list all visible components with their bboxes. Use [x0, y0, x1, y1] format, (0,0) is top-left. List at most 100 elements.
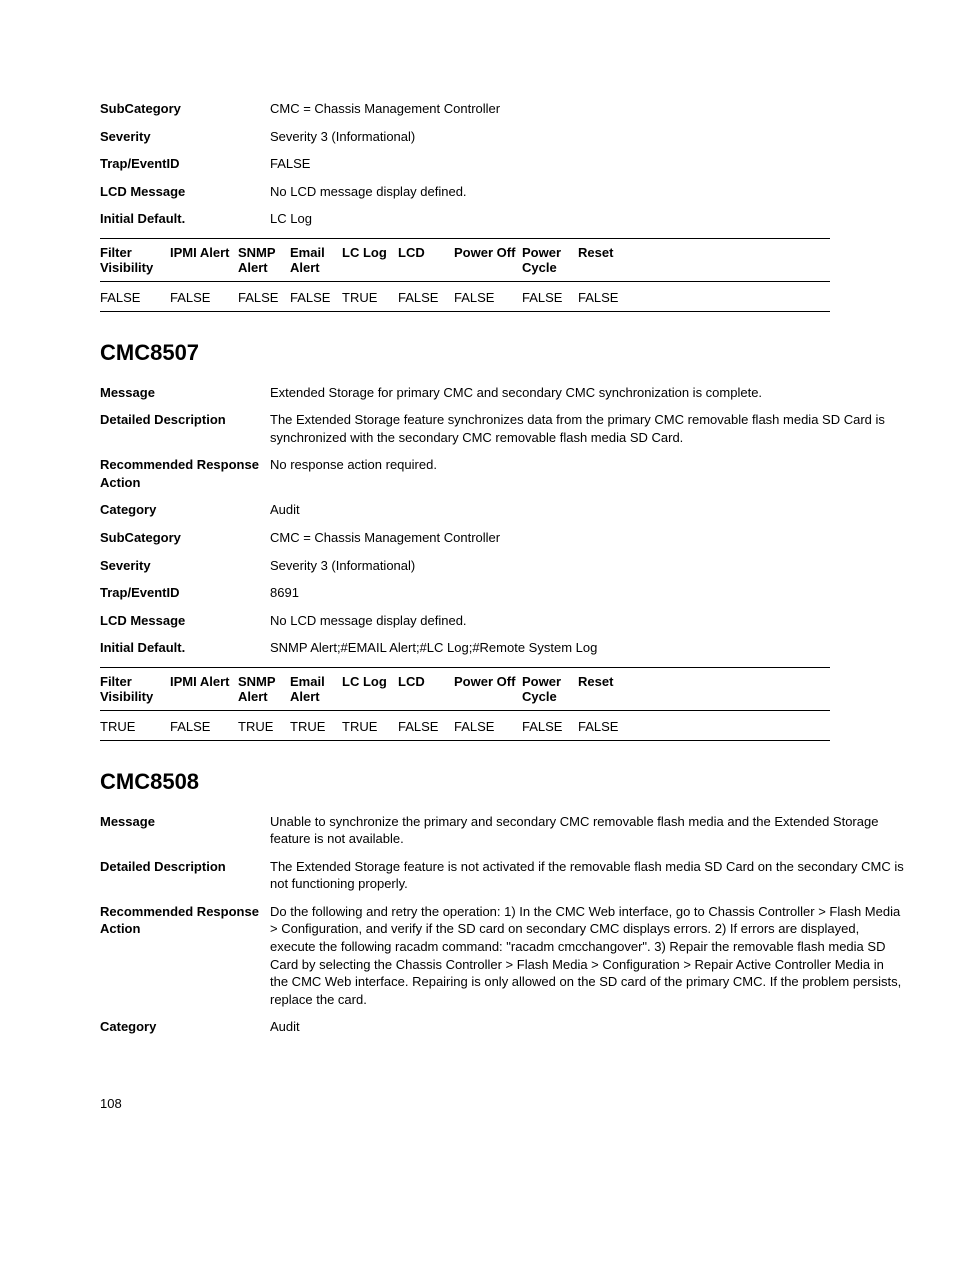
field-row: Message Extended Storage for primary CMC…	[100, 384, 904, 402]
field-row: Message Unable to synchronize the primar…	[100, 813, 904, 848]
field-value: Audit	[270, 501, 904, 519]
field-value: Severity 3 (Informational)	[270, 557, 904, 575]
field-value: No LCD message display defined.	[270, 612, 904, 630]
col-ipmi-alert: IPMI Alert	[170, 238, 238, 281]
field-label: Trap/EventID	[100, 584, 270, 602]
col-filter-visibility: Filter Visibility	[100, 238, 170, 281]
field-label: SubCategory	[100, 100, 270, 118]
field-row: Initial Default. LC Log	[100, 210, 904, 228]
cell: FALSE	[522, 281, 578, 311]
cell: FALSE	[522, 710, 578, 740]
col-filter-visibility: Filter Visibility	[100, 667, 170, 710]
field-row: Detailed Description The Extended Storag…	[100, 411, 904, 446]
field-value: CMC = Chassis Management Controller	[270, 529, 904, 547]
field-row: LCD Message No LCD message display defin…	[100, 612, 904, 630]
field-row: SubCategory CMC = Chassis Management Con…	[100, 529, 904, 547]
page-number: 108	[100, 1096, 904, 1111]
col-power-off: Power Off	[454, 667, 522, 710]
field-row: Category Audit	[100, 1018, 904, 1036]
field-label: Initial Default.	[100, 210, 270, 228]
field-value: No LCD message display defined.	[270, 183, 904, 201]
field-row: Category Audit	[100, 501, 904, 519]
field-label: Recommended Response Action	[100, 903, 270, 1008]
field-label: Severity	[100, 557, 270, 575]
field-value: Extended Storage for primary CMC and sec…	[270, 384, 904, 402]
event-block-0: SubCategory CMC = Chassis Management Con…	[100, 100, 904, 312]
col-power-off: Power Off	[454, 238, 522, 281]
field-value: Do the following and retry the operation…	[270, 903, 904, 1008]
field-row: Trap/EventID FALSE	[100, 155, 904, 173]
col-email-alert: Email Alert	[290, 238, 342, 281]
field-value: 8691	[270, 584, 904, 602]
cell: FALSE	[398, 281, 454, 311]
cell: TRUE	[342, 281, 398, 311]
field-label: Category	[100, 1018, 270, 1036]
field-row: Severity Severity 3 (Informational)	[100, 557, 904, 575]
col-snmp-alert: SNMP Alert	[238, 238, 290, 281]
field-value: FALSE	[270, 155, 904, 173]
col-lcd: LCD	[398, 238, 454, 281]
cell: FALSE	[454, 710, 522, 740]
cell: FALSE	[578, 281, 830, 311]
col-snmp-alert: SNMP Alert	[238, 667, 290, 710]
col-reset: Reset	[578, 667, 830, 710]
field-label: Severity	[100, 128, 270, 146]
field-label: Trap/EventID	[100, 155, 270, 173]
field-row: Recommended Response Action No response …	[100, 456, 904, 491]
flag-table: Filter Visibility IPMI Alert SNMP Alert …	[100, 238, 830, 312]
field-label: Detailed Description	[100, 411, 270, 446]
field-value: SNMP Alert;#EMAIL Alert;#LC Log;#Remote …	[270, 639, 904, 657]
event-heading-cmc8508: CMC8508	[100, 769, 904, 795]
event-block-2: Message Unable to synchronize the primar…	[100, 813, 904, 1036]
col-email-alert: Email Alert	[290, 667, 342, 710]
col-ipmi-alert: IPMI Alert	[170, 667, 238, 710]
col-lcd: LCD	[398, 667, 454, 710]
field-label: LCD Message	[100, 612, 270, 630]
cell: FALSE	[398, 710, 454, 740]
event-heading-cmc8507: CMC8507	[100, 340, 904, 366]
col-power-cycle: Power Cycle	[522, 238, 578, 281]
field-row: Severity Severity 3 (Informational)	[100, 128, 904, 146]
cell: TRUE	[238, 710, 290, 740]
field-value: The Extended Storage feature synchronize…	[270, 411, 904, 446]
cell: FALSE	[454, 281, 522, 311]
event-block-1: Message Extended Storage for primary CMC…	[100, 384, 904, 741]
field-value: The Extended Storage feature is not acti…	[270, 858, 904, 893]
cell: FALSE	[170, 281, 238, 311]
field-value: Unable to synchronize the primary and se…	[270, 813, 904, 848]
field-label: Category	[100, 501, 270, 519]
field-label: Initial Default.	[100, 639, 270, 657]
cell: TRUE	[100, 710, 170, 740]
field-label: Recommended Response Action	[100, 456, 270, 491]
col-reset: Reset	[578, 238, 830, 281]
cell: TRUE	[290, 710, 342, 740]
field-value: No response action required.	[270, 456, 904, 491]
field-row: SubCategory CMC = Chassis Management Con…	[100, 100, 904, 118]
field-value: CMC = Chassis Management Controller	[270, 100, 904, 118]
field-label: Message	[100, 384, 270, 402]
col-lc-log: LC Log	[342, 667, 398, 710]
cell: FALSE	[578, 710, 830, 740]
field-label: Detailed Description	[100, 858, 270, 893]
table-row: TRUE FALSE TRUE TRUE TRUE FALSE FALSE FA…	[100, 710, 830, 740]
field-row: Trap/EventID 8691	[100, 584, 904, 602]
table-row: FALSE FALSE FALSE FALSE TRUE FALSE FALSE…	[100, 281, 830, 311]
field-row: Detailed Description The Extended Storag…	[100, 858, 904, 893]
flag-table: Filter Visibility IPMI Alert SNMP Alert …	[100, 667, 830, 741]
field-label: SubCategory	[100, 529, 270, 547]
cell: FALSE	[290, 281, 342, 311]
field-row: Recommended Response Action Do the follo…	[100, 903, 904, 1008]
cell: FALSE	[170, 710, 238, 740]
field-label: Message	[100, 813, 270, 848]
col-lc-log: LC Log	[342, 238, 398, 281]
field-row: Initial Default. SNMP Alert;#EMAIL Alert…	[100, 639, 904, 657]
cell: FALSE	[238, 281, 290, 311]
field-value: LC Log	[270, 210, 904, 228]
field-label: LCD Message	[100, 183, 270, 201]
col-power-cycle: Power Cycle	[522, 667, 578, 710]
field-value: Severity 3 (Informational)	[270, 128, 904, 146]
field-value: Audit	[270, 1018, 904, 1036]
cell: TRUE	[342, 710, 398, 740]
field-row: LCD Message No LCD message display defin…	[100, 183, 904, 201]
cell: FALSE	[100, 281, 170, 311]
